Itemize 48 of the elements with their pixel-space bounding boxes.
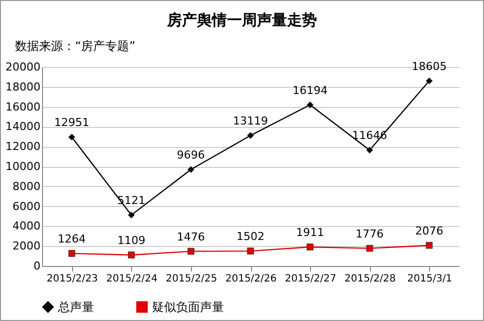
point: [426, 242, 433, 249]
x-tick-label: 2015/2/25: [166, 274, 218, 284]
y-tick-label: 0: [34, 260, 40, 272]
x-tick-label: 2015/2/27: [284, 274, 336, 284]
y-tick-label: 2000: [12, 240, 40, 253]
point: [188, 248, 194, 255]
data-label: 1911: [296, 226, 324, 239]
data-label: 1264: [58, 232, 86, 246]
data-label: 16194: [292, 84, 328, 97]
y-tick-label: 4000: [12, 220, 40, 233]
source-note: 数据来源：“房产专题”: [15, 38, 136, 55]
point: [247, 248, 254, 254]
data-label: 2076: [415, 224, 444, 238]
chart-title: 房产舆情一周声量走势: [166, 11, 318, 30]
point: [306, 244, 314, 250]
data-label: 1776: [356, 227, 384, 240]
point: [128, 212, 135, 218]
y-tick-label: 14000: [6, 120, 40, 134]
point: [366, 146, 374, 154]
x-tick-label: 2015/2/26: [225, 274, 277, 284]
legend-label: 疑似负面声量: [152, 300, 224, 314]
data-label: 9696: [176, 148, 205, 162]
y-tick-label: 12000: [6, 140, 40, 154]
point: [426, 77, 433, 84]
point: [247, 132, 254, 139]
x-tick-label: 2015/3/1: [407, 274, 452, 284]
y-tick-label: 20000: [6, 60, 40, 74]
point: [68, 134, 76, 141]
point: [128, 252, 135, 258]
y-tick-label: 8000: [12, 180, 40, 193]
data-label: 1476: [176, 230, 205, 244]
data-label: 18605: [412, 60, 447, 73]
point: [306, 101, 314, 108]
x-tick-label: 2015/2/23: [46, 274, 98, 284]
point: [68, 250, 76, 257]
y-tick-label: 16000: [6, 100, 40, 114]
point: [188, 166, 194, 173]
x-tick-label: 2015/2/24: [106, 274, 158, 284]
y-tick-label: 18000: [6, 80, 40, 94]
y-tick-label: 10000: [6, 160, 40, 173]
y-tick-label: 6000: [12, 200, 40, 213]
data-label: 13119: [233, 114, 268, 128]
data-label: 12951: [54, 116, 90, 130]
legend-label: 总声量: [57, 300, 94, 314]
data-label: 1502: [236, 230, 264, 244]
x-tick-label: 2015/2/28: [344, 274, 396, 284]
data-label: 1109: [117, 234, 146, 247]
point: [366, 244, 374, 252]
